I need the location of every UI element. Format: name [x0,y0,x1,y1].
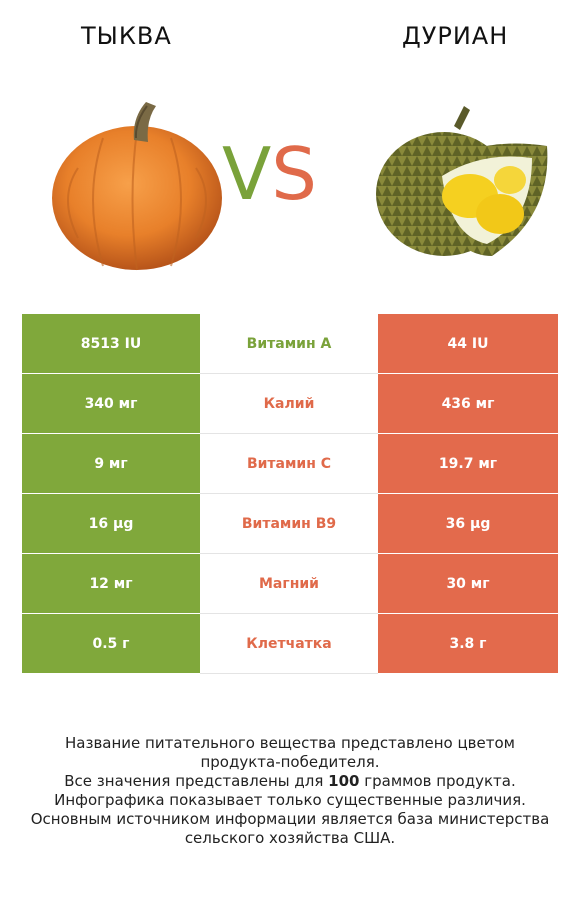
left-value-cell: 8513 IU [22,314,200,374]
right-value-cell: 19.7 мг [378,434,558,494]
left-value-cell: 340 мг [22,374,200,434]
nutrient-name-cell: Витамин B9 [200,494,378,554]
nutrient-name-cell: Витамин C [200,434,378,494]
right-value-cell: 30 мг [378,554,558,614]
table-row: 16 µg Витамин B9 36 µg [22,494,558,554]
vs-letter-s: S [271,132,317,216]
right-value-cell: 44 IU [378,314,558,374]
right-value-cell: 3.8 г [378,614,558,674]
nutrient-name-cell: Витамин A [200,314,378,374]
footnote-line: Основным источником информации является … [30,810,550,828]
footnote-line: Все значения представлены для 100 граммо… [0,772,580,791]
right-food-title: ДУРИАН [402,22,509,50]
table-row: 9 мг Витамин C 19.7 мг [22,434,558,494]
left-food-title: ТЫКВА [81,22,172,50]
versus-label: VS [222,132,317,216]
footnote-line: продукта-победителя. [200,753,380,771]
footnote-text: Все значения представлены для [64,772,329,790]
right-value-cell: 436 мг [378,374,558,434]
pumpkin-image [52,102,222,271]
nutrient-comparison-table: 8513 IU Витамин A 44 IU 340 мг Калий 436… [22,314,558,674]
nutrient-name-cell: Калий [200,374,378,434]
footnote-text: граммов продукта. [359,772,516,790]
durian-image [376,106,548,256]
table-row: 340 мг Калий 436 мг [22,374,558,434]
right-value-cell: 36 µg [378,494,558,554]
nutrient-name-cell: Магний [200,554,378,614]
left-value-cell: 9 мг [22,434,200,494]
nutrient-name-cell: Клетчатка [200,614,378,674]
footnote-bold-amount: 100 [328,772,360,790]
table-row: 12 мг Магний 30 мг [22,554,558,614]
left-value-cell: 0.5 г [22,614,200,674]
left-value-cell: 12 мг [22,554,200,614]
footnote-line: Инфографика показывает только существенн… [54,791,526,809]
footnote-line: Название питательного вещества представл… [65,734,515,752]
vs-letter-v: V [222,132,272,216]
table-row: 8513 IU Витамин A 44 IU [22,314,558,374]
footnote: Название питательного вещества представл… [0,734,580,848]
table-row: 0.5 г Клетчатка 3.8 г [22,614,558,674]
left-value-cell: 16 µg [22,494,200,554]
footnote-line: сельского хозяйства США. [184,829,396,847]
